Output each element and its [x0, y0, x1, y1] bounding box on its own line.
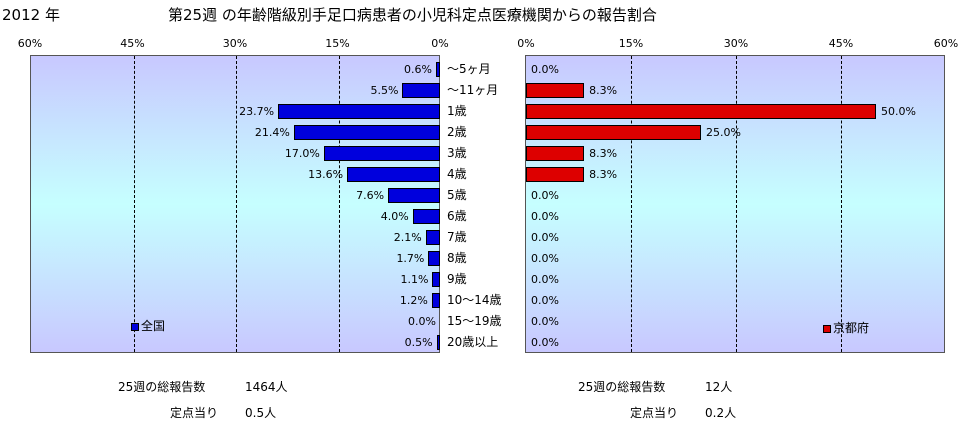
left-tick-label: 0% — [431, 37, 449, 50]
national-data-label: 1.1% — [400, 272, 429, 286]
year-label: 2012 年 — [2, 6, 60, 24]
category-label: 5歳 — [447, 187, 467, 202]
kyoto-bar — [526, 82, 585, 98]
left-tick-label: 15% — [325, 37, 350, 50]
national-bar — [347, 166, 440, 182]
left-tick-label: 30% — [222, 37, 248, 50]
national-data-label: 2.1% — [393, 230, 422, 244]
left-gridline — [133, 56, 135, 352]
kyoto-data-label: 0.0% — [531, 230, 559, 244]
national-data-label: 21.4% — [254, 125, 290, 139]
category-label: 15～19歳 — [447, 313, 502, 328]
category-label: 6歳 — [447, 208, 467, 223]
national-bar — [432, 271, 440, 287]
kyoto-data-label: 0.0% — [531, 314, 559, 328]
right-tick-label: 60% — [933, 37, 959, 50]
left-tick-label: 45% — [120, 37, 145, 50]
kyoto-data-label: 0.0% — [531, 62, 559, 76]
national-bar — [293, 124, 440, 140]
kyoto-per-value: 0.2人 — [705, 406, 737, 420]
national-data-label: 5.5% — [370, 83, 399, 97]
category-label: 1歳 — [447, 103, 467, 118]
national-bar — [278, 103, 440, 119]
legend-kyoto: 京都府 — [823, 319, 869, 336]
national-data-label: 1.7% — [396, 251, 425, 265]
national-data-label: 0.5% — [404, 335, 433, 349]
category-label: 2歳 — [447, 124, 467, 139]
right-tick-label: 45% — [828, 37, 854, 50]
category-label: 7歳 — [447, 229, 467, 244]
category-label: 4歳 — [447, 166, 467, 181]
national-bar — [435, 61, 440, 77]
kyoto-data-label: 0.0% — [531, 251, 559, 265]
national-data-label: 7.6% — [356, 188, 385, 202]
legend-national-label: 全国 — [141, 319, 166, 333]
kyoto-data-label: 0.0% — [531, 188, 559, 202]
kyoto-data-label: 8.3% — [589, 167, 618, 181]
legend-national-swatch — [131, 322, 139, 331]
legend-kyoto-label: 京都府 — [833, 321, 870, 335]
category-label: ～11ヶ月 — [447, 82, 499, 97]
category-label: 10～14歳 — [447, 292, 502, 307]
national-data-label: 0.0% — [408, 314, 436, 328]
national-data-label: 0.6% — [403, 62, 432, 76]
legend-national: 全国 — [131, 317, 165, 334]
left-gridline — [338, 56, 340, 352]
category-label: 9歳 — [447, 271, 467, 286]
kyoto-data-label: 25.0% — [706, 125, 741, 139]
kyoto-data-label: 0.0% — [531, 335, 559, 349]
kyoto-data-label: 8.3% — [589, 83, 618, 97]
kyoto-data-label: 50.0% — [881, 104, 916, 118]
category-label: 3歳 — [447, 145, 467, 160]
national-bar — [323, 145, 440, 161]
national-data-label: 23.7% — [239, 104, 275, 118]
national-data-label: 13.6% — [308, 167, 344, 181]
national-bar — [402, 82, 440, 98]
national-plot-area — [30, 55, 440, 353]
national-total-label: 25週の総報告数 — [118, 380, 206, 394]
national-bar — [388, 187, 440, 203]
kyoto-total-value: 12人 — [705, 380, 733, 394]
right-tick-label: 30% — [723, 37, 749, 50]
kyoto-per-label: 定点当り — [630, 406, 679, 420]
kyoto-plot-area — [525, 55, 945, 353]
kyoto-total-label: 25週の総報告数 — [578, 380, 666, 394]
national-bar — [428, 250, 440, 266]
left-gridline — [236, 56, 237, 352]
national-bar — [425, 229, 440, 245]
national-per-label: 定点当り — [170, 406, 219, 420]
kyoto-data-label: 0.0% — [531, 293, 559, 307]
kyoto-bar — [526, 166, 585, 182]
national-bar — [431, 292, 440, 308]
right-gridline — [736, 56, 737, 352]
right-tick-label: 15% — [618, 37, 644, 50]
kyoto-data-label: 0.0% — [531, 272, 559, 286]
category-label: 20歳以上 — [447, 334, 499, 349]
left-tick-label: 60% — [17, 37, 43, 50]
legend-kyoto-swatch — [823, 324, 831, 333]
kyoto-bar — [526, 103, 876, 119]
chart-title: 第25週 の年齢階級別手足口病患者の小児科定点医療機関からの報告割合 — [168, 6, 657, 24]
kyoto-bar — [526, 145, 585, 161]
kyoto-bar — [526, 124, 701, 140]
national-per-value: 0.5人 — [245, 406, 277, 420]
kyoto-data-label: 8.3% — [589, 146, 618, 160]
national-data-label: 17.0% — [284, 146, 320, 160]
national-data-label: 4.0% — [380, 209, 409, 223]
right-tick-label: 0% — [517, 37, 535, 50]
national-total-value: 1464人 — [245, 380, 288, 394]
category-label: 8歳 — [447, 250, 467, 265]
national-data-label: 1.2% — [399, 293, 428, 307]
category-label: ～5ヶ月 — [447, 61, 491, 76]
right-gridline — [631, 56, 632, 352]
national-bar — [412, 208, 440, 224]
right-gridline — [841, 56, 842, 352]
kyoto-data-label: 0.0% — [531, 209, 559, 223]
national-bar — [436, 334, 440, 350]
